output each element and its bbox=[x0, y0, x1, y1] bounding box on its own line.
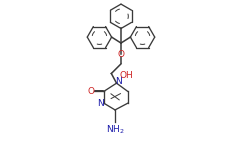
Text: N: N bbox=[97, 99, 104, 108]
Text: OH: OH bbox=[119, 70, 133, 80]
Text: O: O bbox=[118, 50, 124, 59]
Text: O: O bbox=[88, 87, 95, 96]
Text: NH$_2$: NH$_2$ bbox=[106, 123, 124, 135]
Text: N: N bbox=[115, 78, 122, 87]
